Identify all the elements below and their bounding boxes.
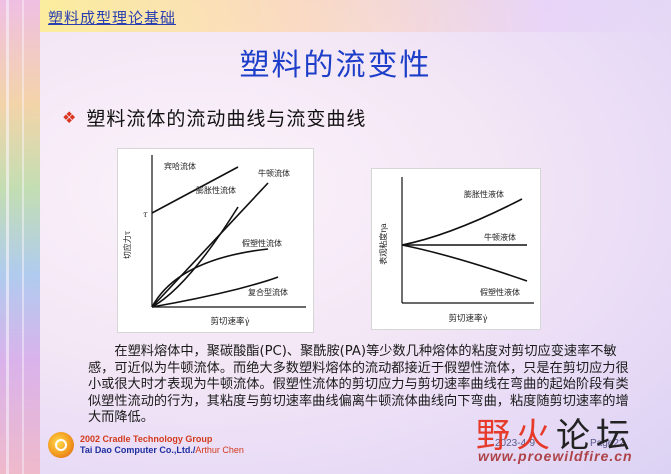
footer-org-line1: 2002 Cradle Technology Group: [80, 434, 213, 444]
footer-branding: 2002 Cradle Technology Group Tai Dao Com…: [48, 432, 244, 458]
bullet-heading: ❖ 塑料流体的流动曲线与流变曲线: [62, 104, 366, 131]
label-dilatant-liquid: 膨胀性液体: [464, 189, 504, 199]
body-paragraph: 在塑料熔体中，聚碳酸酯(PC)、聚酰胺(PA)等少数几种熔体的粘度对剪切应变速率…: [88, 344, 629, 426]
label-pseudoplastic: 假塑性流体: [242, 238, 282, 248]
footer-author: Arthur Chen: [195, 445, 244, 455]
x-axis-label: 剪切速率γ̇: [448, 313, 487, 324]
flow-curve-chart: 宾哈流体 牛顿流体 膨胀性流体 假塑性流体 复合型流体 τ 切应力τ 剪切速率γ…: [117, 148, 314, 333]
decorative-top-bar: [40, 0, 671, 32]
left-bar-stripe: [22, 0, 24, 474]
y-axis-label: 表观粘度ηa: [378, 223, 388, 265]
newtonian-line: [151, 182, 269, 308]
watermark-text-1: 野火: [476, 416, 556, 456]
pseudoplastic-curve: [151, 248, 269, 308]
x-axis-label: 剪切速率γ̇: [210, 316, 249, 327]
page-number: Page22: [590, 438, 625, 449]
viscosity-curve-chart: 膨胀性液体 牛顿液体 假塑性液体 表观粘度ηa 剪切速率γ̇: [371, 168, 541, 330]
label-pseudoplastic-liquid: 假塑性液体: [480, 287, 520, 297]
y-tick-label: τ: [143, 210, 148, 219]
dilatant-liquid-curve: [401, 198, 523, 246]
slide-title: 塑料的流变性: [239, 48, 432, 83]
label-dilatant: 膨胀性流体: [196, 185, 236, 195]
label-newtonian: 牛顿流体: [258, 168, 290, 178]
viscosity-curve-svg: 膨胀性液体 牛顿液体 假塑性液体 表观粘度ηa 剪切速率γ̇: [378, 177, 534, 324]
footer-date: 2023-4-9: [495, 438, 536, 449]
footer-org: 2002 Cradle Technology Group Tai Dao Com…: [80, 434, 244, 456]
footer-company: Tai Dao Computer Co.,Ltd./: [80, 445, 196, 455]
flow-curve-svg: 宾哈流体 牛顿流体 膨胀性流体 假塑性流体 复合型流体 τ 切应力τ 剪切速率γ…: [122, 155, 306, 327]
dilatant-curve: [151, 206, 239, 308]
y-axis-label: 切应力τ: [122, 230, 132, 259]
left-bar-stripe: [6, 0, 9, 474]
cradle-logo-icon: [48, 432, 74, 458]
header-title[interactable]: 塑料成型理论基础: [48, 9, 177, 27]
composite-curve: [151, 276, 279, 308]
footer-org-line2: Tai Dao Computer Co.,Ltd./Arthur Chen: [80, 445, 244, 456]
watermark-url: www.proewildfire.cn: [478, 448, 633, 464]
label-bingham: 宾哈流体: [164, 161, 196, 171]
watermark-logo: 野火论坛: [476, 408, 636, 457]
pseudoplastic-liquid-curve: [401, 244, 528, 282]
watermark-text-2: 论坛: [556, 416, 636, 456]
diamond-icon: ❖: [62, 107, 77, 127]
label-composite: 复合型流体: [248, 287, 288, 297]
decorative-left-bar: [0, 0, 40, 474]
bingham-line: [151, 166, 239, 214]
bullet-text: 塑料流体的流动曲线与流变曲线: [86, 108, 367, 130]
label-newtonian-liquid: 牛顿液体: [484, 232, 516, 242]
